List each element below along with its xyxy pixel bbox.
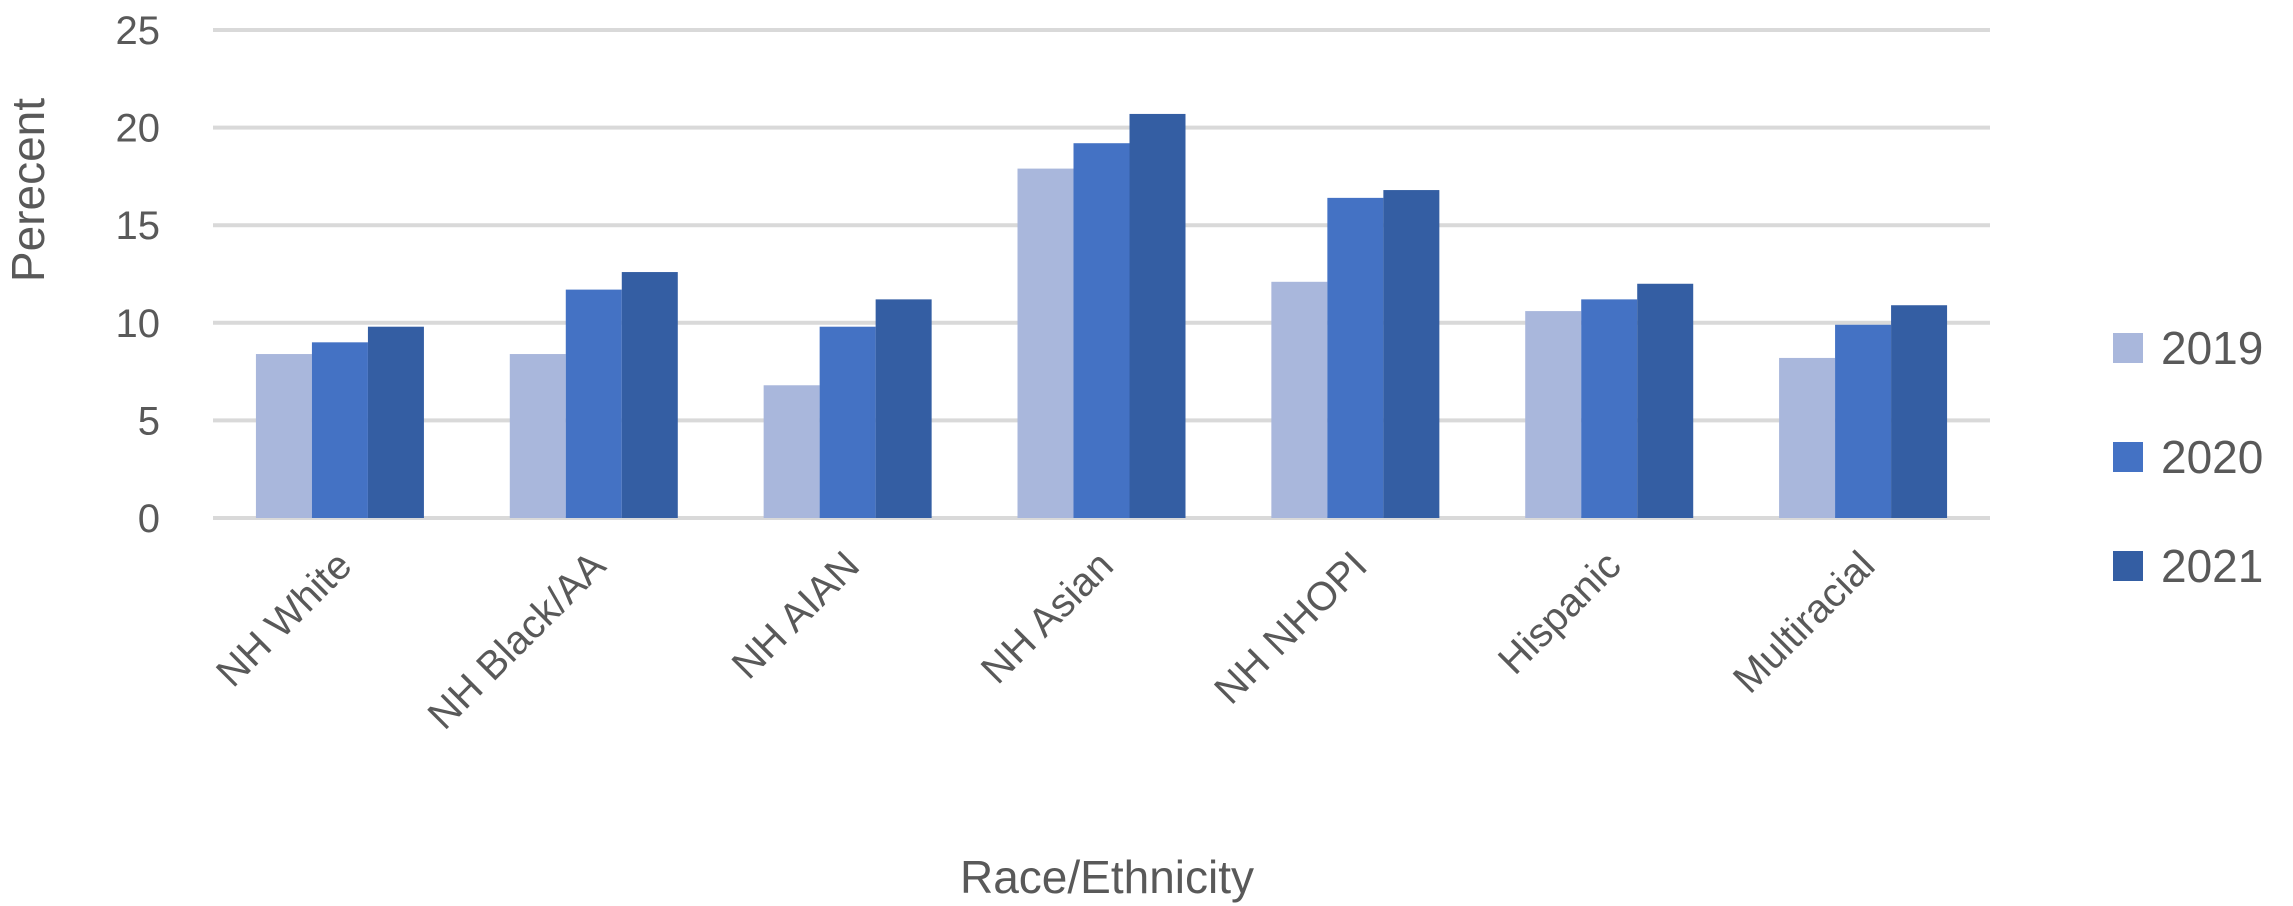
bar bbox=[1637, 283, 1694, 518]
x-category-label: NH AIAN bbox=[724, 543, 868, 687]
legend-label: 2019 bbox=[2161, 322, 2263, 374]
bar bbox=[367, 326, 424, 518]
x-axis-title: Race/Ethnicity bbox=[960, 851, 1254, 903]
bar bbox=[1073, 143, 1130, 518]
y-tick-label: 20 bbox=[116, 107, 161, 151]
y-tick-label: 0 bbox=[138, 497, 160, 541]
bar bbox=[1017, 168, 1074, 519]
x-axis-categories: NH White NH Black/AA NH AIAN NH Asian NH NHO… bbox=[208, 543, 1883, 738]
bar bbox=[621, 272, 678, 518]
y-tick-label: 10 bbox=[116, 302, 161, 346]
x-category-label: NH NHOPI bbox=[1206, 543, 1375, 712]
y-axis-ticks: 0 5 10 15 20 25 bbox=[116, 9, 161, 541]
x-category-label: Hispanic bbox=[1490, 543, 1630, 683]
legend-label: 2021 bbox=[2161, 540, 2263, 592]
bar bbox=[875, 299, 932, 518]
bar bbox=[1525, 311, 1582, 518]
x-category-label: Multiracial bbox=[1725, 543, 1883, 701]
bar bbox=[819, 326, 876, 518]
x-category-label: NH Black/AA bbox=[420, 543, 615, 738]
bar bbox=[1835, 324, 1892, 518]
bar bbox=[1327, 197, 1384, 518]
bar bbox=[311, 342, 368, 518]
y-tick-label: 25 bbox=[116, 9, 161, 53]
bar bbox=[1383, 190, 1440, 518]
bar bbox=[255, 354, 312, 518]
bar bbox=[565, 289, 622, 518]
legend-swatch bbox=[2113, 442, 2143, 472]
y-tick-label: 15 bbox=[116, 204, 161, 248]
bar bbox=[763, 385, 820, 518]
x-category-label: NH Asian bbox=[973, 543, 1122, 692]
y-axis-title: Perecent bbox=[2, 98, 54, 282]
bar bbox=[1271, 281, 1328, 518]
y-tick-label: 5 bbox=[138, 399, 160, 443]
legend-label: 2020 bbox=[2161, 431, 2263, 483]
bar bbox=[1129, 113, 1186, 518]
bar bbox=[1779, 357, 1836, 518]
bar bbox=[1581, 299, 1638, 518]
legend-swatch bbox=[2113, 333, 2143, 363]
x-category-label: NH White bbox=[208, 543, 360, 695]
bars bbox=[255, 113, 1948, 519]
bar bbox=[1891, 305, 1948, 518]
legend: 2019 2020 2021 bbox=[2113, 322, 2263, 592]
bar bbox=[509, 354, 566, 518]
legend-swatch bbox=[2113, 551, 2143, 581]
